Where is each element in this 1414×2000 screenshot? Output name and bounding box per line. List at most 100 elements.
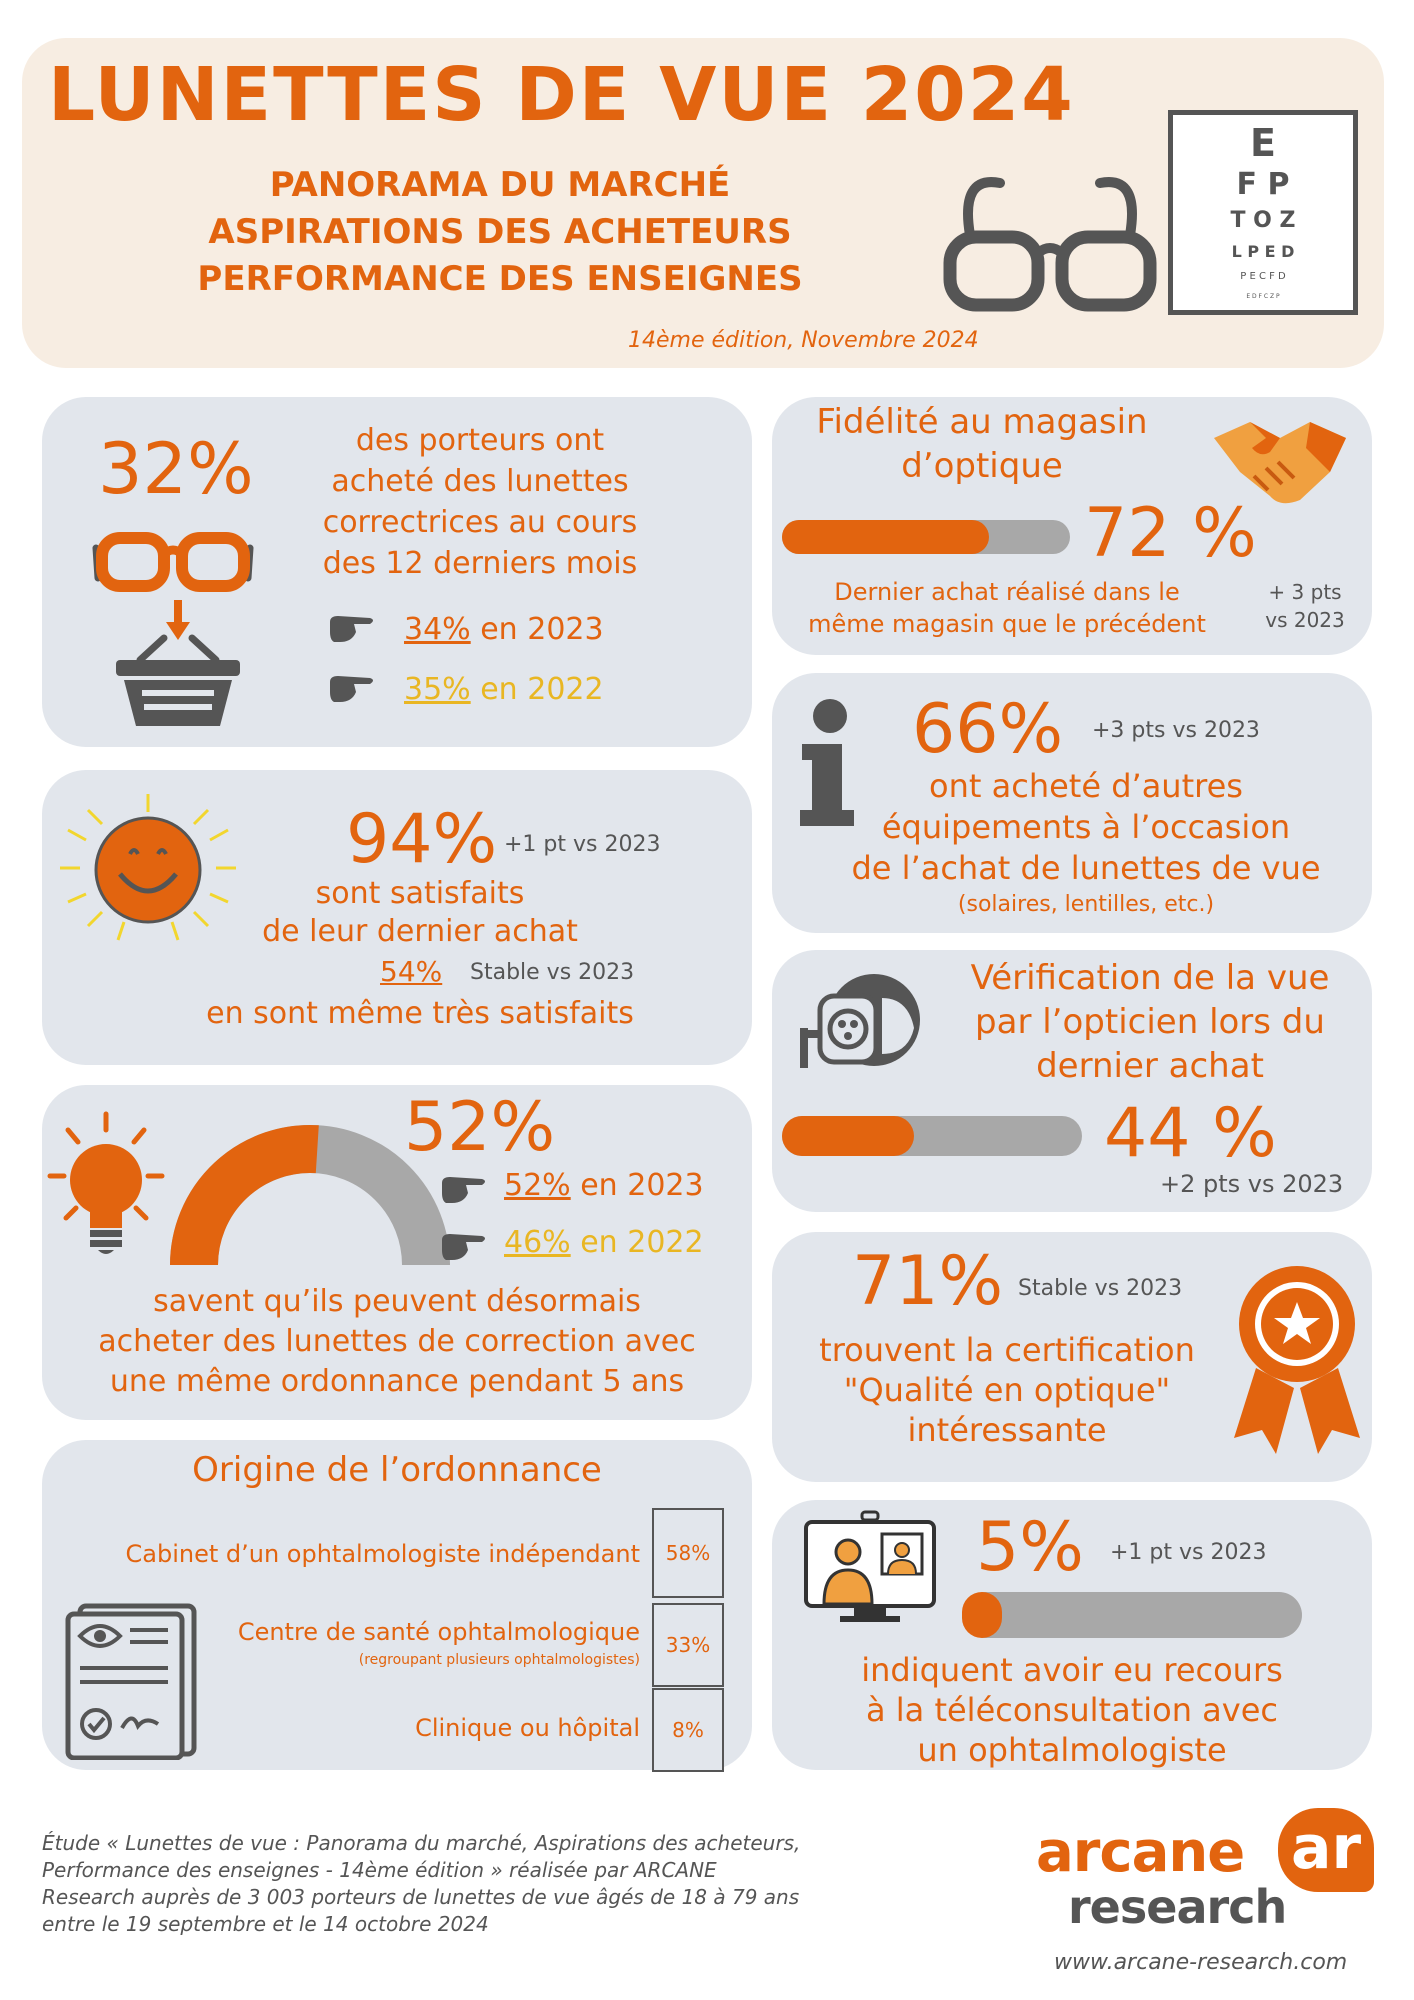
very-satisfied-value: 54% [380,955,443,988]
eye-chart-icon: E F P T O Z L P E D P E C F D E D F C Z … [1168,110,1358,315]
prescription-text: savent qu’ils peuvent désormais acheter … [42,1282,752,1402]
origin-row-3-pct: 8% [652,1688,724,1772]
teleconsultation-icon [804,1510,936,1622]
loyalty-text-1: Dernier achat réalisé dans le [834,578,1180,606]
tele-text-line: à la téléconsultation avec [865,1691,1278,1729]
website-link[interactable]: www.arcane-research.com [1054,1950,1348,1975]
tele-bar-track [962,1592,1302,1638]
very-satisfied-delta: Stable vs 2023 [470,960,635,985]
lightbulb-icon [47,1111,165,1254]
satisfaction-delta: +1 pt vs 2023 [504,832,661,857]
tele-text-line: indiquent avoir eu recours [861,1651,1283,1689]
purchase-2023-value: 34% [404,612,471,647]
origin-row-1-label: Cabinet d’un ophtalmologiste indépendant [125,1540,641,1568]
info-icon [800,699,854,826]
award-ribbon-icon [1234,1266,1360,1454]
study-line: entre le 19 septembre et le 14 octobre 2… [42,1912,489,1936]
other-text-line: de l’achat de lunettes de vue [851,849,1321,887]
origin-title: Origine de l’ordonnance [192,1450,602,1490]
subtitle-buyers: ASPIRATIONS DES ACHETEURS [208,212,792,252]
eye-chart-row: L P E D [1231,242,1295,261]
prescription-2023: 52% en 2023 [504,1168,704,1203]
cert-delta: Stable vs 2023 [1018,1276,1183,1301]
loyalty-title-1: Fidélité au magasin [816,402,1148,442]
other-text-line: équipements à l’occasion [881,808,1291,846]
purchase-2022-value: 35% [404,672,471,707]
pointing-hand-icon [330,676,373,702]
tele-delta: +1 pt vs 2023 [1110,1540,1267,1565]
other-delta: +3 pts vs 2023 [1092,718,1260,743]
loyalty-text-2: même magasin que le précédent [808,610,1206,638]
origin-row-1-pct: 58% [652,1508,724,1598]
eye-chart-row: E [1250,121,1276,165]
loyalty-bar-fill [782,520,990,554]
prescription-gauge [170,1124,450,1266]
origin-row-2-pct: 33% [652,1603,724,1687]
logo-research: research [1068,1880,1287,1934]
origin-row-2-label: Centre de santé ophtalmologique [237,1618,640,1646]
satisfaction-line-2: de leur dernier achat [262,914,578,949]
loyalty-percent: 72 % [1084,494,1257,573]
origin-row-3-label: Clinique ou hôpital [415,1714,640,1742]
eye-exam-icon [800,974,920,1068]
satisfaction-percent: 94% [346,800,498,879]
gauge-fill [170,1124,319,1266]
origin-row-2-note: (regroupant plusieurs ophtalmologistes) [358,1652,640,1668]
orange-glasses-icon [92,532,254,592]
purchase-text-line: des 12 derniers mois [322,546,638,581]
purchase-2022-label: en 2022 [470,672,604,707]
purchase-text-line: des porteurs ont [355,423,605,458]
purchase-text-line: correctrices au cours [322,505,638,540]
header-banner [22,38,1384,368]
cert-text-line: trouvent la certification [819,1331,1195,1369]
prescription-2022-value: 46% [504,1225,571,1260]
eye-chart-row: F P [1236,167,1290,202]
document-icon [65,1603,197,1760]
pointing-hand-icon [330,616,373,642]
tele-percent: 5% [976,1508,1084,1587]
cert-text: trouvent la certification "Qualité en op… [772,1330,1242,1450]
cert-text-line: intéressante [907,1411,1107,1449]
vision-delta: +2 pts vs 2023 [1160,1170,1344,1198]
prescription-text-line: acheter des lunettes de correction avec [98,1324,696,1359]
handshake-icon [1214,422,1346,504]
purchase-2022: 35% en 2022 [404,672,604,707]
purchase-text-line: acheté des lunettes [331,464,629,499]
eye-chart-row: E D F C Z P [1246,293,1280,300]
card-other-equipment [772,673,1372,933]
subtitle-retailers: PERFORMANCE DES ENSEIGNES [197,259,803,299]
study-line: Étude « Lunettes de vue : Panorama du ma… [42,1831,801,1855]
subtitle-market: PANORAMA DU MARCHÉ [269,165,731,205]
sun-smiley-icon [60,794,236,941]
cert-text-line: "Qualité en optique" [843,1371,1171,1409]
other-percent: 66% [912,690,1064,769]
satisfaction-line-1: sont satisfaits [315,876,525,911]
loyalty-title-2: d’optique [901,446,1063,486]
purchase-text: des porteurs ont acheté des lunettes cor… [270,420,690,584]
logo-mark: ar [1278,1808,1374,1892]
prescription-2022: 46% en 2022 [504,1225,704,1260]
purchase-2023: 34% en 2023 [404,612,604,647]
prescription-percent: 52% [404,1088,556,1167]
basket-icon [116,600,240,726]
tele-text: indiquent avoir eu recours à la télécons… [772,1650,1372,1770]
vision-bar-fill [782,1116,914,1156]
vision-text-line: dernier achat [1036,1046,1264,1086]
purchase-percent: 32% [98,428,254,510]
vision-text-line: par l’opticien lors du [975,1002,1325,1042]
study-line: Research auprès de 3 003 porteurs de lun… [42,1885,800,1909]
vision-percent: 44 % [1104,1094,1277,1173]
study-description: Étude « Lunettes de vue : Panorama du ma… [42,1830,1002,1938]
vision-text-line: Vérification de la vue [970,958,1330,998]
loyalty-delta-1: + 3 pts [1268,580,1342,604]
glasses-icon [943,177,1157,312]
loyalty-delta-2: vs 2023 [1265,608,1345,632]
pointing-hand-icon [442,1177,485,1203]
prescription-2022-label: en 2022 [570,1225,704,1260]
edition-date: 14ème édition, Novembre 2024 [628,328,979,353]
study-line: Performance des enseignes - 14ème éditio… [42,1858,717,1882]
cert-percent: 71% [852,1242,1004,1321]
prescription-text-line: savent qu’ils peuvent désormais [153,1284,641,1319]
card-prescription [42,1085,752,1420]
other-note: (solaires, lentilles, etc.) [957,892,1215,917]
